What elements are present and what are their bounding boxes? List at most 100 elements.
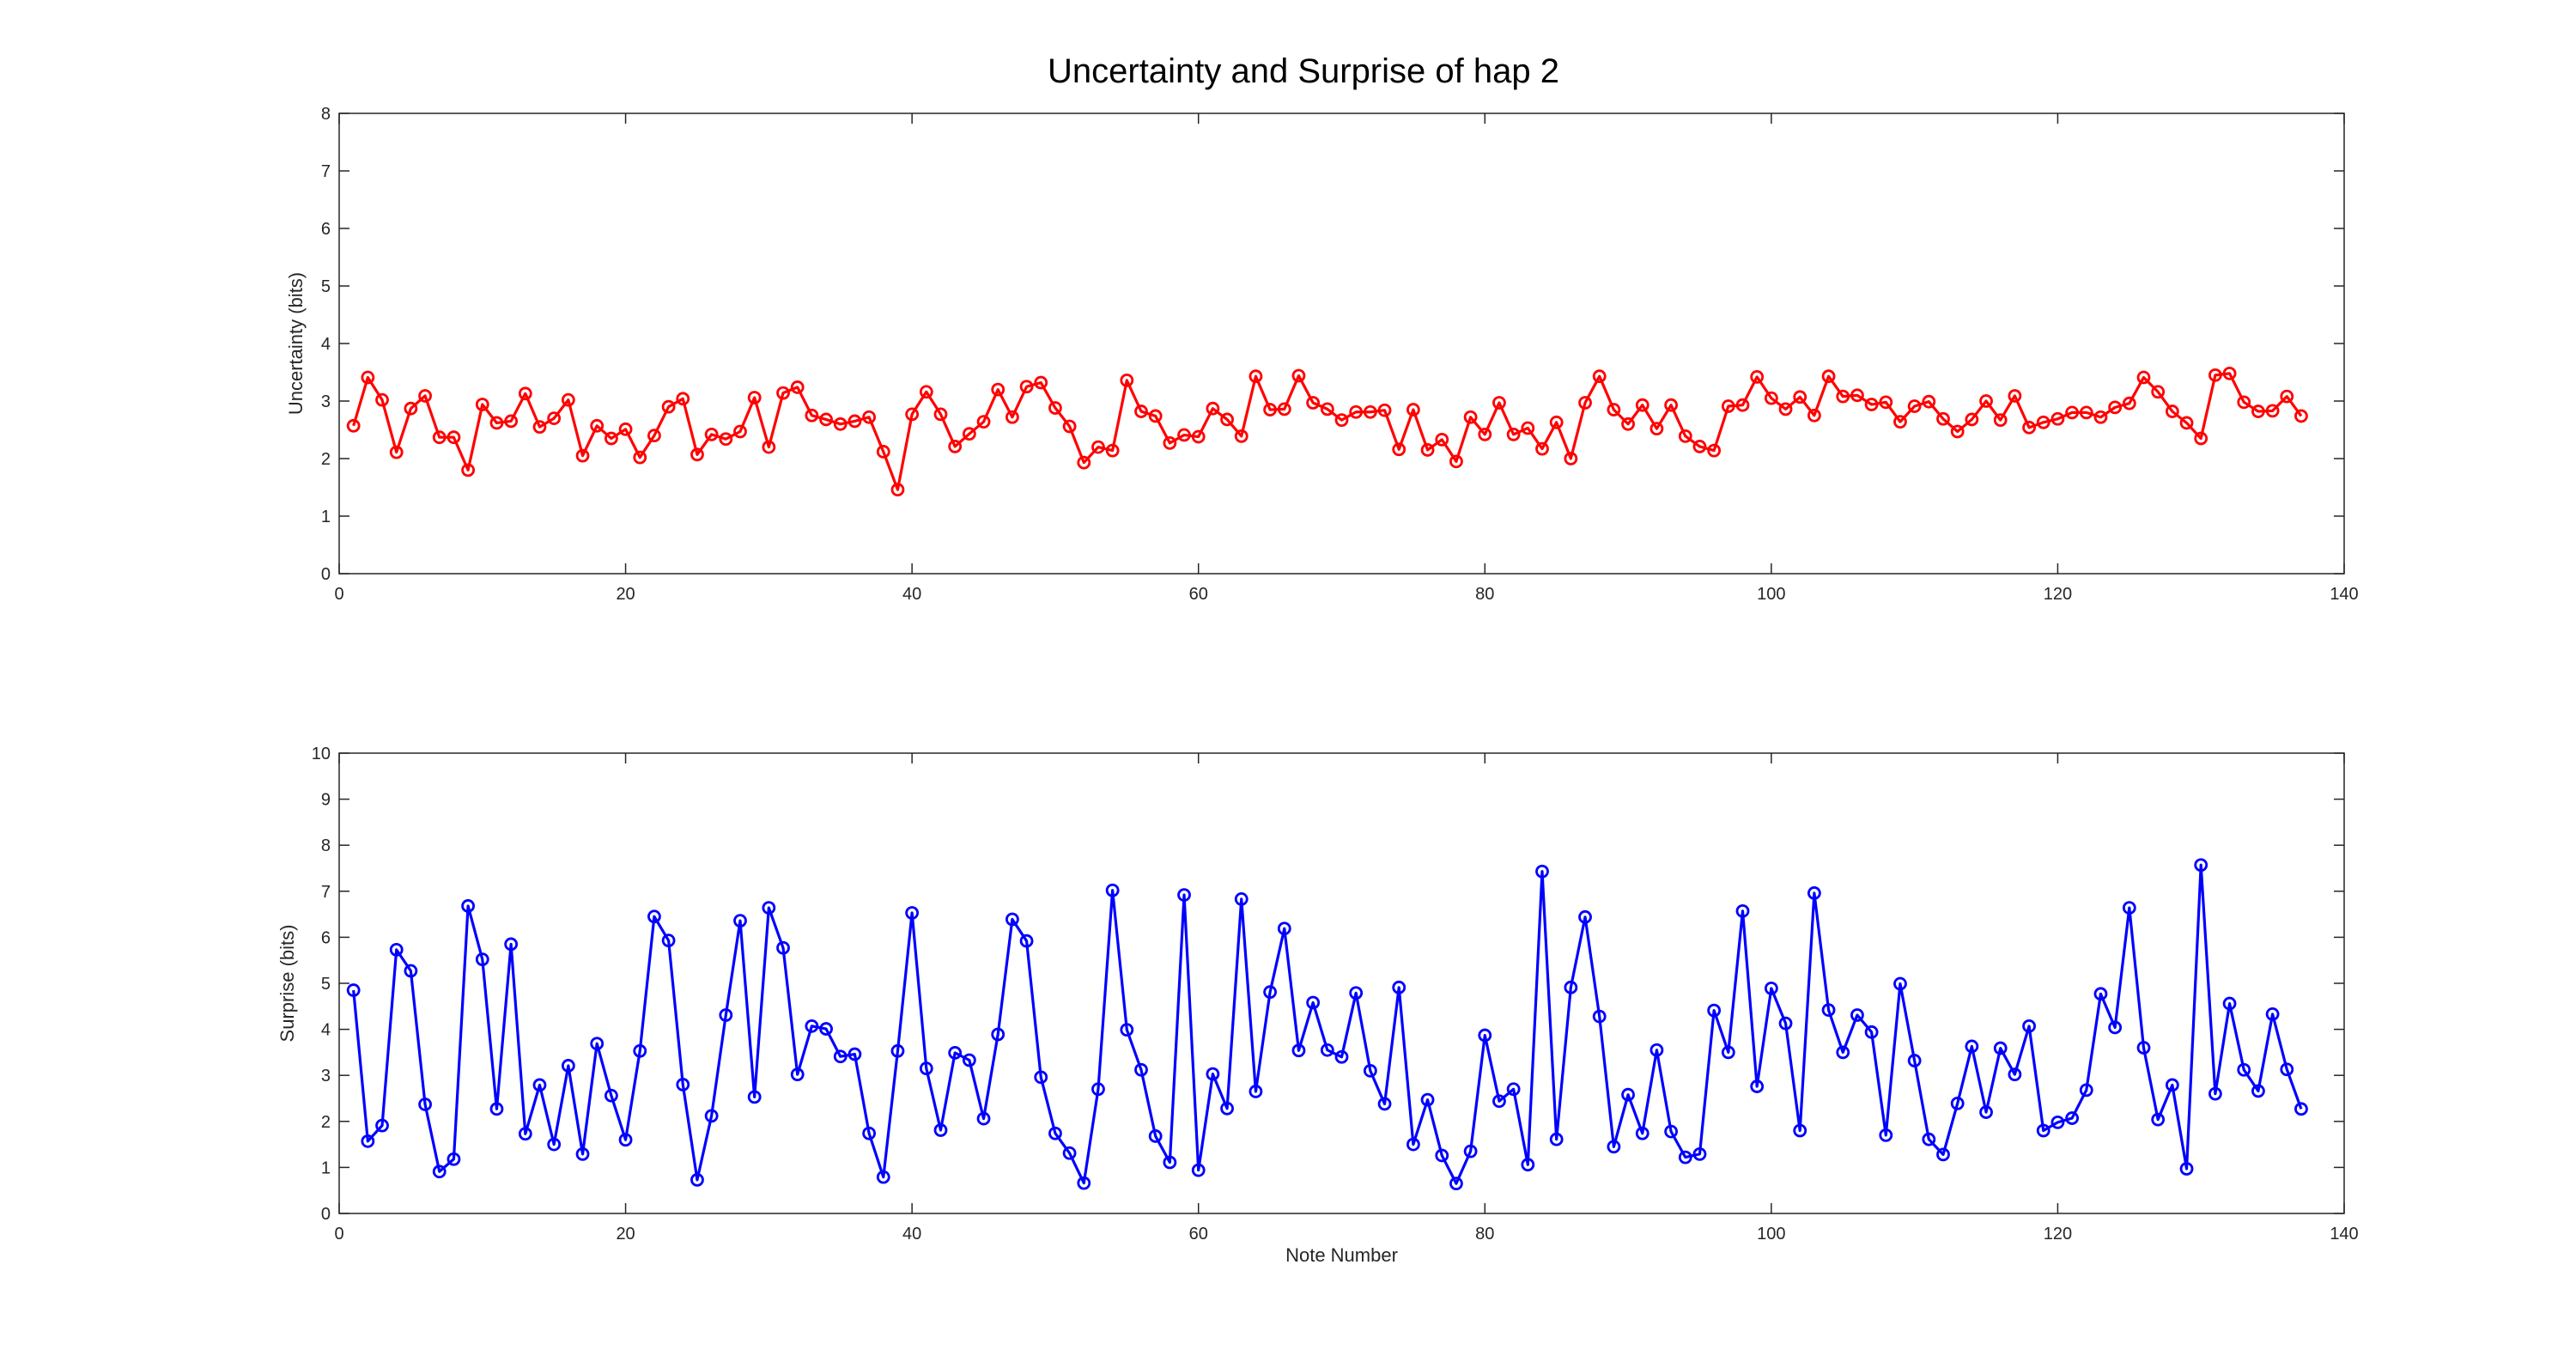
surprise-data-point	[862, 1126, 877, 1140]
uncertainty-data-point	[1148, 409, 1163, 423]
uncertainty-data-point	[461, 463, 476, 477]
surprise-y-tick-label: 7	[321, 883, 331, 902]
uncertainty-data-point	[1363, 404, 1377, 419]
surprise-data-point	[1077, 1176, 1091, 1190]
uncertainty-data-point	[790, 380, 805, 394]
uncertainty-data-point	[1592, 369, 1607, 384]
surprise-data-point	[890, 1043, 905, 1058]
surprise-data-point	[1993, 1041, 2008, 1055]
surprise-data-point	[1635, 1126, 1649, 1140]
surprise-x-tick-label: 0	[334, 1225, 343, 1244]
surprise-data-point	[2093, 987, 2108, 1001]
surprise-x-tick-label: 140	[2330, 1225, 2358, 1244]
uncertainty-data-point	[2251, 404, 2265, 418]
uncertainty-x-tick-label: 100	[1757, 585, 1785, 604]
surprise-data-point	[676, 1078, 690, 1092]
surprise-data-point	[848, 1047, 862, 1061]
uncertainty-data-point	[733, 424, 747, 439]
surprise-data-point	[2294, 1102, 2308, 1116]
surprise-y-tick-label: 8	[321, 836, 331, 855]
surprise-x-axis-label: Note Number	[1285, 1244, 1398, 1266]
surprise-data-point	[1778, 1016, 1793, 1031]
surprise-data-point	[962, 1053, 976, 1067]
surprise-data-point	[2008, 1067, 2022, 1082]
uncertainty-data-point	[948, 440, 963, 453]
surprise-data-point	[2251, 1084, 2265, 1098]
uncertainty-data-point	[805, 408, 819, 423]
surprise-data-point	[1306, 995, 1321, 1010]
surprise-data-point	[547, 1137, 562, 1152]
surprise-data-point	[1535, 864, 1549, 879]
uncertainty-data-point	[1349, 404, 1364, 419]
uncertainty-data-point	[575, 448, 590, 463]
uncertainty-data-point	[1077, 455, 1091, 470]
uncertainty-data-point	[2022, 420, 2036, 435]
surprise-y-tick-label: 1	[321, 1158, 331, 1177]
uncertainty-data-point	[1864, 398, 1879, 411]
uncertainty-data-point	[1564, 452, 1578, 465]
surprise-data-point	[389, 942, 404, 957]
surprise-data-point	[575, 1146, 590, 1161]
surprise-data-point	[776, 940, 790, 955]
uncertainty-x-tick-label: 20	[616, 585, 635, 604]
uncertainty-data-point	[532, 420, 547, 435]
uncertainty-data-point	[1263, 403, 1278, 417]
surprise-data-point	[1879, 1128, 1893, 1142]
surprise-data-point	[948, 1046, 963, 1060]
uncertainty-data-point	[848, 414, 862, 429]
uncertainty-data-point	[618, 422, 633, 436]
uncertainty-data-point	[2294, 409, 2308, 423]
surprise-data-point	[1578, 909, 1592, 924]
surprise-data-point	[704, 1109, 719, 1123]
uncertainty-data-point	[919, 385, 933, 399]
uncertainty-data-point	[1836, 389, 1850, 404]
surprise-data-point	[504, 937, 519, 952]
surprise-axes-box	[338, 752, 2345, 1214]
uncertainty-data-point	[2265, 404, 2280, 418]
uncertainty-data-point	[1965, 412, 1979, 427]
uncertainty-data-point	[1549, 415, 1564, 429]
surprise-data-point	[618, 1133, 633, 1147]
uncertainty-data-point	[1220, 412, 1234, 427]
uncertainty-data-point	[2122, 396, 2136, 410]
surprise-data-point	[1435, 1148, 1449, 1163]
uncertainty-y-tick-label: 5	[321, 277, 331, 296]
uncertainty-data-point	[1134, 404, 1148, 418]
uncertainty-data-point	[633, 450, 647, 465]
uncertainty-data-point	[962, 427, 976, 441]
uncertainty-data-point	[1492, 396, 1506, 410]
uncertainty-data-point	[1334, 413, 1349, 428]
uncertainty-y-tick-label: 6	[321, 220, 331, 239]
surprise-data-point	[489, 1102, 504, 1116]
uncertainty-data-point	[1406, 403, 1420, 417]
uncertainty-data-point	[647, 429, 661, 443]
surprise-data-point	[1506, 1082, 1521, 1097]
uncertainty-y-tick-label: 0	[321, 565, 331, 584]
surprise-data-point	[1291, 1043, 1306, 1058]
uncertainty-data-point	[1607, 403, 1621, 417]
uncertainty-data-point	[1206, 401, 1220, 416]
uncertainty-y-tick-label: 2	[321, 450, 331, 469]
uncertainty-data-point	[1936, 411, 1950, 426]
surprise-data-point	[1521, 1158, 1535, 1172]
uncertainty-data-point	[2280, 389, 2294, 404]
surprise-data-point	[346, 983, 361, 997]
uncertainty-data-point	[1234, 429, 1249, 443]
uncertainty-data-point	[991, 382, 1005, 397]
uncertainty-x-tick-label: 0	[334, 585, 343, 604]
surprise-data-point	[1907, 1054, 1922, 1067]
uncertainty-data-point	[1721, 399, 1735, 413]
uncertainty-y-axis-label: Uncertainty (bits)	[285, 272, 307, 415]
uncertainty-data-point	[1979, 394, 1993, 408]
surprise-data-point	[647, 909, 661, 924]
uncertainty-data-point	[1320, 402, 1334, 417]
uncertainty-data-point	[1191, 429, 1206, 444]
uncertainty-data-point	[604, 431, 618, 446]
uncertainty-data-point	[1879, 395, 1893, 410]
surprise-data-point	[404, 964, 418, 978]
surprise-data-point	[2165, 1078, 2179, 1092]
surprise-data-point	[475, 952, 489, 967]
uncertainty-data-point	[518, 386, 532, 401]
uncertainty-data-point	[690, 447, 704, 462]
surprise-data-point	[2265, 1007, 2280, 1021]
